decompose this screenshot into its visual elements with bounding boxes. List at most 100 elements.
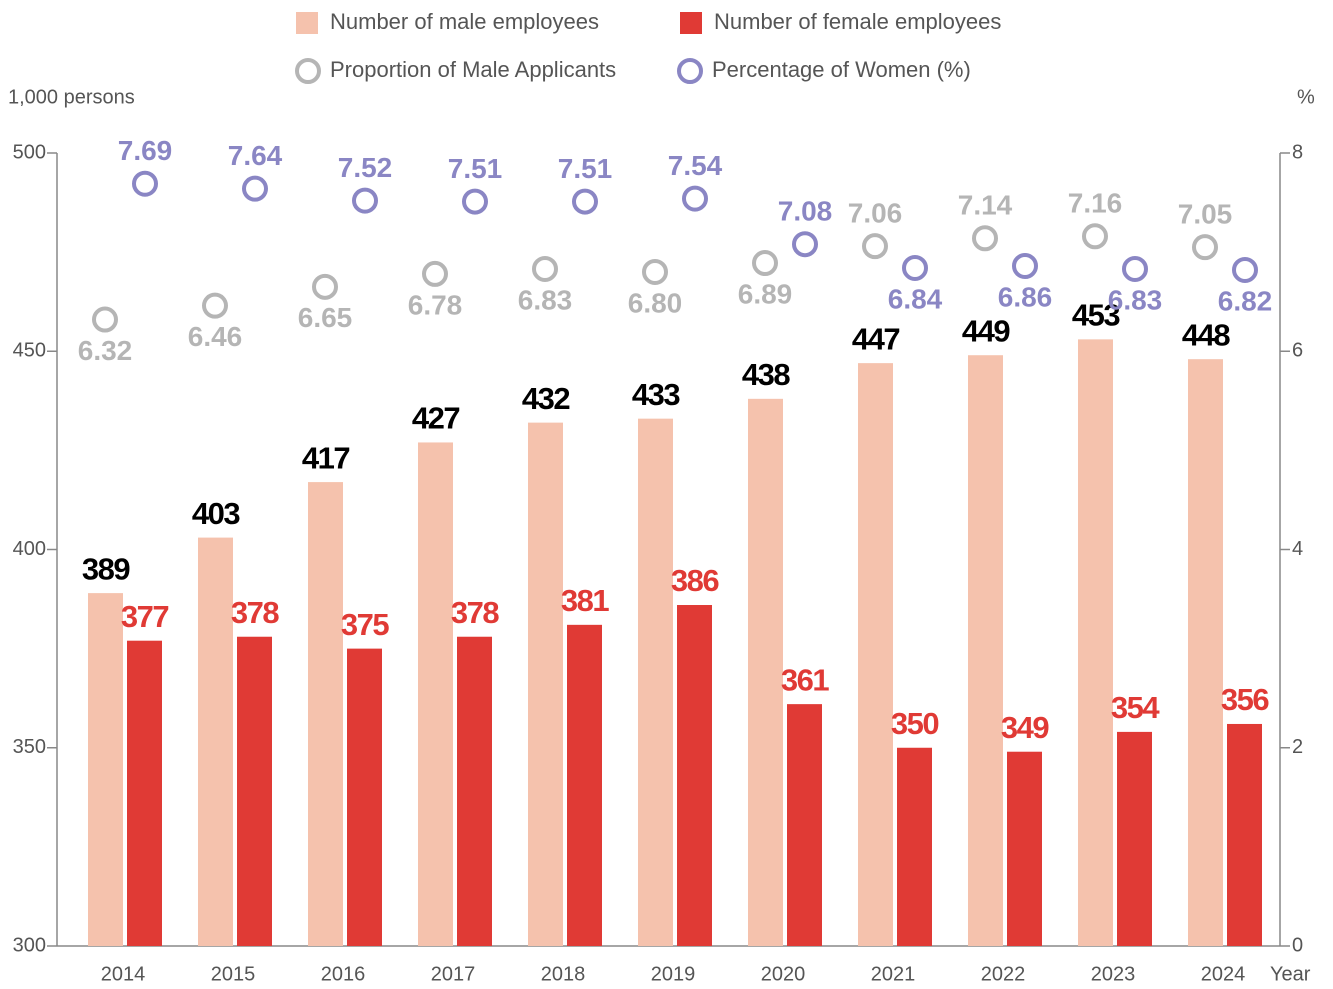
- legend-label: Number of female employees: [714, 9, 1001, 34]
- legend-marker: [296, 12, 318, 34]
- y-tick-label: 500: [13, 141, 46, 163]
- x-tick-label: 2016: [321, 963, 366, 985]
- bar-value-label: 433: [632, 377, 680, 412]
- bar: [1007, 751, 1042, 946]
- bar-value-label: 389: [82, 551, 130, 586]
- point-value-label: 6.32: [78, 335, 133, 366]
- point-value-label: 6.83: [518, 284, 573, 315]
- x-tick-label: 2017: [431, 963, 476, 985]
- bar: [1078, 339, 1113, 947]
- bar: [198, 537, 233, 946]
- bar-value-label: 354: [1111, 690, 1160, 725]
- point-value-label: 7.05: [1178, 199, 1233, 230]
- point-value-label: 7.54: [668, 150, 723, 181]
- bar-value-label: 453: [1072, 298, 1120, 333]
- point: [1232, 256, 1258, 283]
- y2-tick-label: 6: [1292, 340, 1303, 362]
- y-tick-label: 350: [13, 736, 46, 758]
- point: [572, 188, 598, 215]
- x-tick-label: 2020: [761, 963, 806, 985]
- point: [462, 188, 488, 215]
- point-value-label: 6.78: [408, 289, 463, 320]
- y2-axis-label: %: [1297, 86, 1315, 108]
- point: [352, 187, 378, 214]
- bar-value-label: 403: [192, 496, 240, 531]
- point-value-label: 7.69: [118, 135, 173, 166]
- legend-label: Proportion of Male Applicants: [330, 57, 616, 82]
- point: [862, 233, 888, 260]
- bar-value-label: 375: [341, 607, 389, 642]
- point-value-label: 6.80: [628, 287, 683, 318]
- bar-value-label: 386: [671, 563, 719, 598]
- bar: [528, 422, 563, 946]
- bar-value-label: 381: [561, 583, 609, 618]
- bar-value-label: 432: [522, 381, 569, 416]
- bar-value-label: 427: [412, 401, 459, 436]
- bar: [88, 593, 123, 946]
- point: [1012, 253, 1038, 280]
- bar: [1117, 731, 1152, 946]
- bar-value-label: 417: [302, 440, 349, 475]
- legend-label: Percentage of Women (%): [712, 57, 971, 82]
- legend-marker: [295, 58, 321, 84]
- bar: [968, 355, 1003, 947]
- bar-value-label: 361: [781, 662, 829, 697]
- point: [242, 175, 268, 202]
- bar-value-label: 447: [852, 321, 899, 356]
- y2-tick-label: 8: [1292, 141, 1303, 163]
- point: [792, 231, 818, 258]
- point-value-label: 7.06: [848, 198, 903, 229]
- bar-value-label: 438: [742, 357, 790, 392]
- point-value-label: 7.08: [778, 196, 833, 227]
- bar-value-label: 349: [1001, 710, 1049, 745]
- x-tick-label: 2022: [981, 963, 1026, 985]
- legend-marker: [680, 12, 702, 34]
- y-tick-label: 300: [13, 934, 46, 956]
- bar: [457, 636, 492, 946]
- bar-value-label: 378: [451, 595, 499, 630]
- y-axis-label: 1,000 persons: [8, 86, 135, 108]
- bar: [787, 704, 822, 946]
- bar: [1188, 359, 1223, 946]
- legend-label: Number of male employees: [330, 9, 599, 34]
- point-value-label: 7.51: [558, 153, 613, 184]
- y2-tick-label: 2: [1292, 736, 1303, 758]
- point-value-label: 6.46: [188, 321, 243, 352]
- point: [92, 306, 118, 333]
- legend-marker: [677, 58, 703, 84]
- x-tick-label: 2014: [101, 963, 146, 985]
- bar-value-label: 350: [891, 706, 938, 741]
- x-axis-label: Year: [1270, 963, 1311, 985]
- x-tick-label: 2015: [211, 963, 256, 985]
- point: [902, 254, 928, 281]
- x-tick-label: 2019: [651, 963, 696, 985]
- point: [532, 255, 558, 282]
- bar: [677, 605, 712, 946]
- point-value-label: 7.51: [448, 153, 503, 184]
- bar-value-label: 448: [1182, 317, 1230, 352]
- point-value-label: 6.65: [298, 302, 353, 333]
- point-value-label: 6.86: [998, 281, 1053, 312]
- bar: [237, 636, 272, 946]
- y-tick-label: 450: [13, 340, 46, 362]
- point: [422, 260, 448, 287]
- x-tick-label: 2023: [1091, 963, 1136, 985]
- bar: [748, 398, 783, 947]
- point: [682, 185, 708, 212]
- point-value-label: 6.82: [1218, 285, 1273, 316]
- point: [202, 292, 228, 319]
- bar-value-label: 449: [962, 313, 1010, 348]
- point-value-label: 7.14: [958, 190, 1013, 221]
- bar: [308, 482, 343, 946]
- point-value-label: 6.84: [888, 283, 943, 314]
- x-tick-label: 2018: [541, 963, 586, 985]
- y-tick-label: 400: [13, 538, 46, 560]
- point: [972, 225, 998, 252]
- bar: [897, 747, 932, 946]
- point: [132, 170, 158, 197]
- bar-value-label: 356: [1221, 682, 1269, 717]
- point: [312, 273, 338, 300]
- point: [1192, 234, 1218, 261]
- point: [1122, 255, 1148, 282]
